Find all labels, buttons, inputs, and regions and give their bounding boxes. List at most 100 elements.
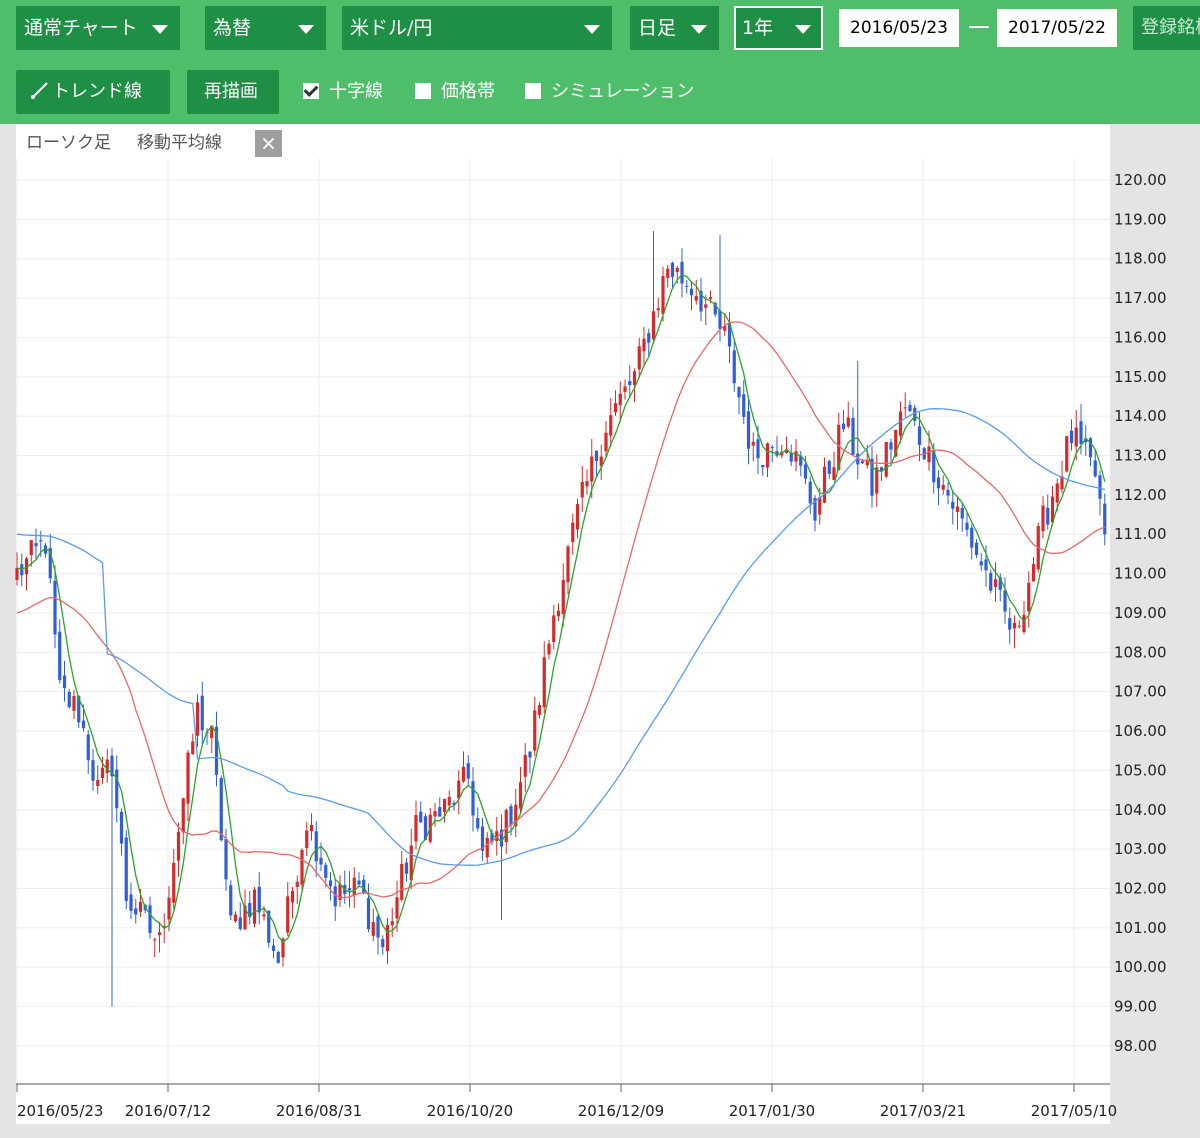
candle-up (167, 897, 171, 920)
simulation-checkbox[interactable]: シミュレーション (525, 80, 694, 104)
chevron-down-icon (584, 25, 600, 34)
candle-down (219, 778, 223, 841)
date-range-separator (969, 26, 989, 28)
trend-line-button[interactable]: トレンド線 (16, 70, 170, 114)
crosshair-label: 十字線 (329, 81, 383, 102)
candle-up (243, 905, 247, 930)
candle-down (970, 527, 974, 548)
candle-down (799, 455, 803, 466)
interval-select[interactable]: 日足 (630, 6, 719, 50)
candle-up (704, 304, 708, 308)
date-from-input[interactable]: 2016/05/23 (839, 9, 959, 47)
candle-down (423, 816, 428, 841)
candle-down (271, 945, 276, 951)
crosshair-checkbox[interactable]: 十字線 (303, 80, 383, 104)
y-tick-label: 101.00 (1114, 919, 1167, 937)
candle-down (727, 322, 732, 347)
candle-up (675, 267, 679, 273)
candle-up (395, 897, 399, 919)
candle-down (670, 262, 675, 277)
y-tick-label: 107.00 (1114, 683, 1167, 701)
candle-down (452, 802, 456, 805)
candle-down (86, 734, 90, 761)
candle-down (238, 917, 242, 930)
candle-down (1084, 438, 1088, 443)
candle-down (39, 540, 43, 542)
period-value: 1年 (742, 17, 774, 39)
candle-down (1093, 460, 1097, 477)
candle-up (523, 754, 527, 777)
x-tick-label: 2016/10/20 (427, 1102, 513, 1120)
redraw-button[interactable]: 再描画 (187, 70, 279, 114)
candle-down (913, 407, 917, 421)
candle-up (281, 938, 285, 958)
y-tick-label: 120.00 (1114, 171, 1167, 189)
candle-up (623, 386, 627, 393)
chart-type-value: 通常チャート (24, 17, 138, 39)
candle-up (765, 443, 770, 468)
candle-up (233, 914, 238, 922)
candle-up (898, 411, 903, 436)
pair-select[interactable]: 米ドル/円 (342, 6, 612, 50)
candle-down (1103, 503, 1107, 535)
candle-up (666, 268, 670, 278)
price-chart[interactable]: 120.00 119.00 118.00 117.00 116.00 115.00 114.… (0, 124, 1200, 1138)
market-select[interactable]: 為替 (205, 6, 326, 50)
close-icon[interactable]: × (255, 130, 282, 157)
pair-value: 米ドル/円 (350, 17, 433, 39)
candle-down (1003, 590, 1007, 612)
candle-up (993, 579, 998, 587)
chart-type-select[interactable]: 通常チャート (16, 6, 180, 50)
candle-up (409, 845, 413, 881)
candle-down (224, 838, 228, 880)
candle-down (110, 755, 114, 777)
candle-up (590, 456, 594, 482)
y-tick-label: 104.00 (1114, 801, 1167, 819)
candle-down (732, 350, 736, 384)
y-tick-label: 99.00 (1114, 998, 1157, 1016)
candle-down (974, 542, 979, 555)
candle-down (746, 411, 751, 449)
candle-up (186, 752, 190, 804)
candle-up (604, 432, 608, 452)
candle-down (119, 811, 124, 844)
candle-down (314, 831, 318, 862)
candle-up (784, 449, 789, 454)
candle-down (129, 894, 133, 911)
y-tick-label: 114.00 (1114, 407, 1167, 425)
date-to-input[interactable]: 2017/05/22 (997, 9, 1117, 47)
candle-up (1074, 427, 1078, 447)
candle-down (328, 880, 333, 887)
register-button[interactable]: 登録銘柄 (1133, 6, 1200, 50)
candle-down (499, 829, 504, 847)
y-tick-label: 111.00 (1114, 525, 1167, 543)
candle-down (770, 446, 774, 449)
candle-up (191, 741, 195, 754)
candle-up (514, 804, 518, 827)
y-tick-label: 119.00 (1114, 210, 1167, 228)
candle-up (846, 417, 850, 427)
chevron-down-icon (152, 25, 168, 34)
candle-down (860, 461, 865, 464)
ma-line-25 (16, 321, 1105, 899)
y-tick-label: 102.00 (1114, 879, 1167, 897)
candle-up (29, 540, 33, 556)
candle-up (157, 932, 162, 936)
candle-up (338, 884, 342, 900)
candle-down (490, 833, 494, 842)
x-tick-label: 2017/05/10 (1031, 1102, 1117, 1120)
candle-up (884, 441, 888, 477)
candle-up (637, 346, 641, 370)
price-axis-panel (1110, 124, 1200, 1138)
candle-up (1027, 582, 1031, 612)
candle-down (124, 837, 128, 902)
candle-up (352, 877, 356, 896)
ma-line-5 (16, 273, 1106, 943)
period-select[interactable]: 1年 (734, 6, 823, 50)
candle-down (528, 751, 532, 758)
candle-up (290, 890, 295, 903)
price-band-checkbox[interactable]: 価格帯 (415, 80, 495, 104)
candle-up (433, 811, 437, 817)
candle-up (894, 429, 898, 457)
candle-up (461, 767, 466, 782)
